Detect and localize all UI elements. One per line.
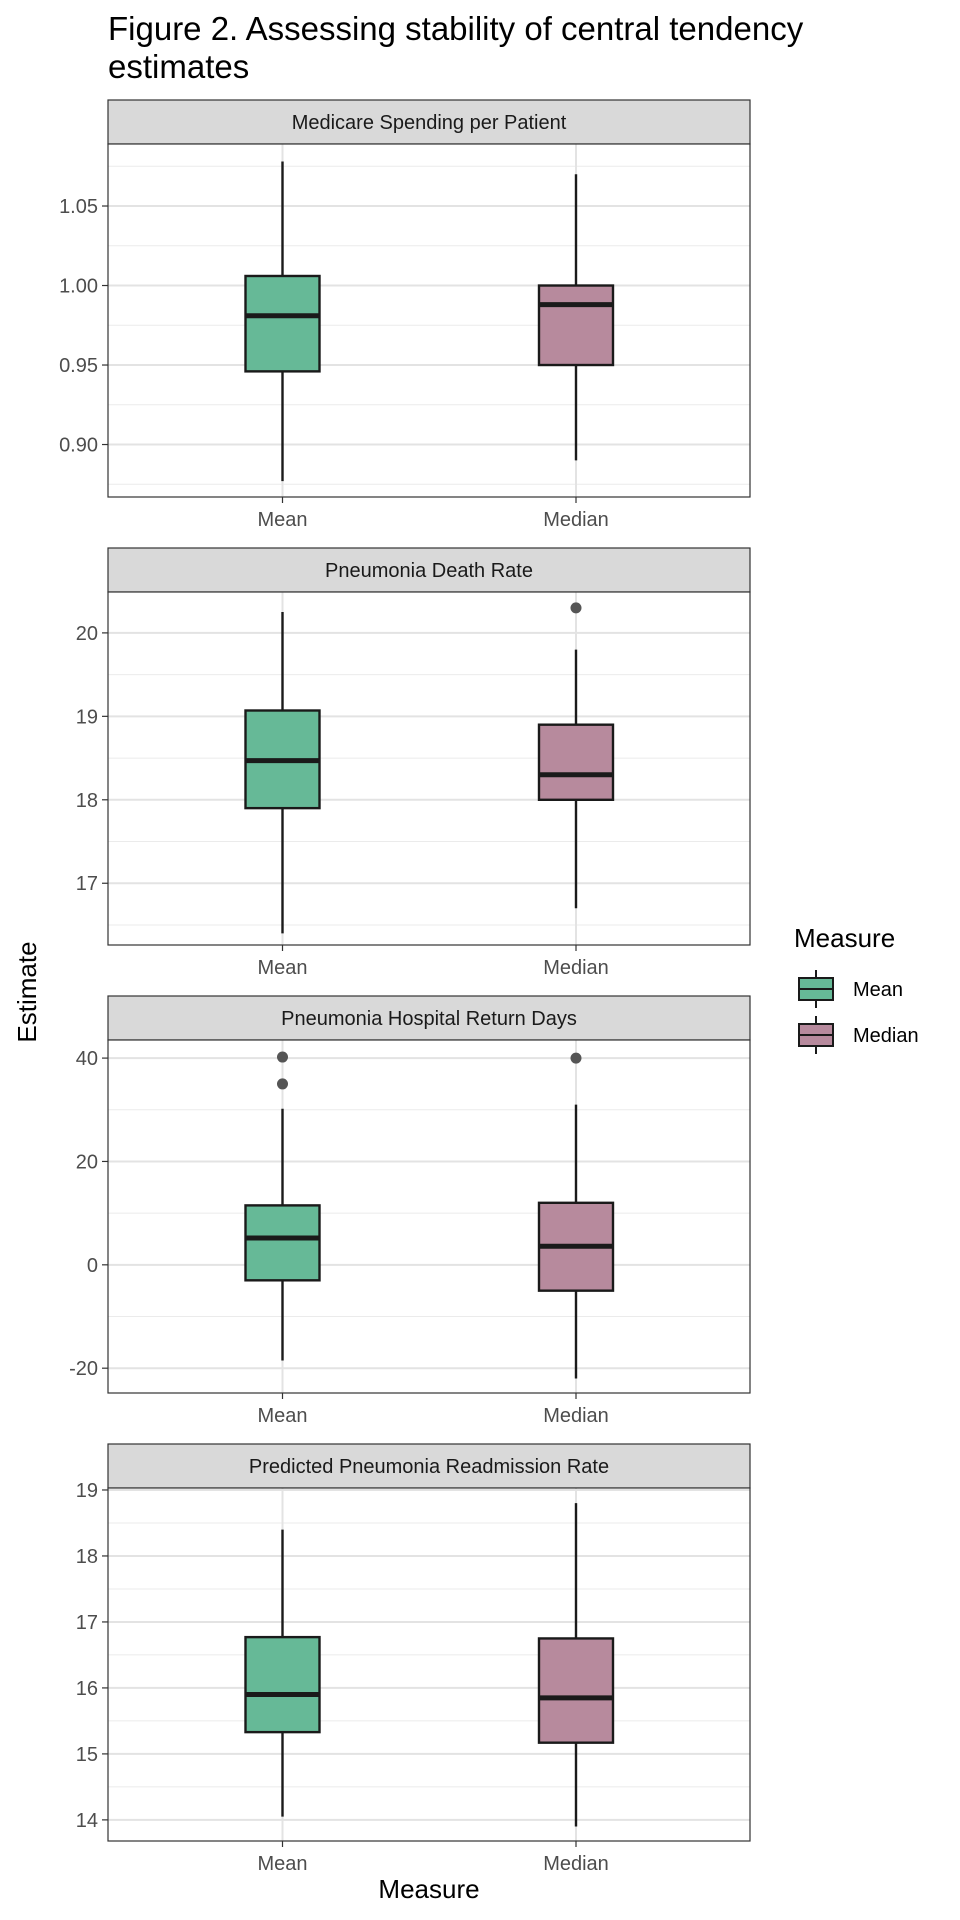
x-tick-label: Mean [257,957,307,979]
box-median [537,1052,615,1379]
panel-border [107,143,751,498]
panel-background [108,144,750,497]
facet-title: Pneumonia Hospital Return Days [281,1008,577,1030]
panel-border [107,1039,751,1394]
box-median [537,602,615,909]
facet-strip [107,1443,751,1489]
facet-strip [107,995,751,1041]
legend: Measure Mean Median [794,923,919,1054]
legend-entry: Mean [798,970,903,1008]
y-tick-label: 15 [76,1744,98,1766]
facet-strip [107,547,751,593]
legend-entry: Median [798,1016,919,1054]
outlier-point [277,1051,288,1063]
panel-border [107,1487,751,1842]
facet-panel: Medicare Spending per Patient 0.90 0.95 1.0… [59,99,751,531]
x-tick-label: Mean [257,509,307,531]
facet-title: Pneumonia Death Rate [325,560,533,582]
legend-label: Median [853,1025,919,1047]
y-tick-label: 19 [76,1480,98,1502]
x-axis-title: Measure [378,1874,479,1904]
y-tick-label: 17 [76,1612,98,1634]
facet-strip [107,99,751,145]
facet-panel: Pneumonia Death Rate 17 18 19 20 Mean Median [76,547,751,979]
facet-title: Predicted Pneumonia Readmission Rate [249,1456,609,1478]
box-mean [244,1529,321,1817]
y-tick-label: 19 [76,706,98,728]
box-mean [244,161,321,482]
y-tick-label: 17 [76,873,98,895]
outlier-point [277,1078,288,1090]
y-tick-label: -20 [69,1358,98,1380]
x-tick-label: Median [543,957,609,979]
panel-border [107,591,751,946]
box-iqr [537,1637,615,1744]
box-iqr [244,274,321,373]
box-mean [244,1051,321,1361]
facet-title: Medicare Spending per Patient [292,112,567,134]
y-tick-label: 0 [87,1255,98,1277]
x-tick-label: Median [543,1853,609,1875]
facet-panels: Medicare Spending per Patient 0.90 0.95 1.0… [59,99,751,1875]
outlier-point [570,1052,582,1064]
outlier-point [570,602,582,614]
x-tick-label: Mean [257,1853,307,1875]
panel-background [108,1488,750,1841]
chart-title: Figure 2. Assessing stability of central… [108,10,804,85]
box-iqr [244,1204,321,1282]
y-tick-label: 0.90 [59,435,98,457]
box-mean [244,612,321,934]
x-tick-label: Mean [257,1405,307,1427]
box-iqr [537,723,615,801]
y-tick-label: 0.95 [59,355,98,377]
facet-panel: Predicted Pneumonia Readmission Rate 14 15… [76,1443,751,1875]
panel-background [108,592,750,945]
y-tick-label: 18 [76,790,98,812]
y-tick-label: 40 [76,1048,98,1070]
box-median [537,1503,615,1827]
y-tick-label: 14 [76,1810,98,1832]
y-tick-label: 20 [76,623,98,645]
facet-panel: Pneumonia Hospital Return Days -20 0 20 40 Me… [69,995,751,1427]
y-tick-label: 1.05 [59,196,98,218]
y-axis-title: Estimate [12,941,42,1042]
legend-label: Mean [853,979,903,1001]
box-median [537,174,615,461]
y-tick-label: 18 [76,1546,98,1568]
y-tick-label: 20 [76,1151,98,1173]
y-tick-label: 16 [76,1678,98,1700]
legend-title: Measure [794,923,895,953]
x-tick-label: Median [543,1405,609,1427]
box-iqr [537,284,615,367]
y-tick-label: 1.00 [59,276,98,298]
x-tick-label: Median [543,509,609,531]
panel-background [108,1040,750,1393]
box-iqr [244,1635,321,1734]
